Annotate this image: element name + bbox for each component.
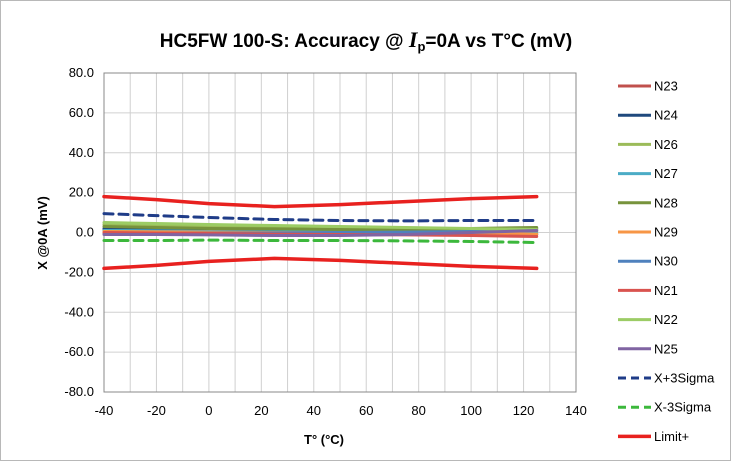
x-tick-label: 100 — [460, 403, 482, 418]
legend-label: X+3Sigma — [654, 371, 715, 386]
y-tick-label: 80.0 — [69, 65, 94, 80]
y-tick-label: -40.0 — [64, 304, 94, 319]
legend-label: N22 — [654, 312, 678, 327]
y-axis-ticks: 80.0 60.0 40.0 20.0 0.0 -20.0 -40.0 -60.0 -80.0 — [64, 65, 94, 399]
x-tick-label: 80 — [411, 403, 425, 418]
y-axis-title: X @0A (mV) — [35, 196, 50, 270]
series-line-n25 — [102, 229, 539, 237]
x-tick-label: -20 — [147, 403, 166, 418]
legend-label: N23 — [654, 79, 678, 94]
y-tick-label: -80.0 — [64, 384, 94, 399]
x-tick-label: 40 — [307, 403, 321, 418]
chart-title-symbol: I — [408, 27, 419, 52]
legend-label: N28 — [654, 195, 678, 210]
y-tick-label: 0.0 — [76, 225, 94, 240]
series-layer — [102, 194, 539, 271]
x-axis-title: T° (°C) — [304, 432, 344, 447]
y-tick-label: 60.0 — [69, 105, 94, 120]
legend-label: N26 — [654, 137, 678, 152]
legend-label: N21 — [654, 283, 678, 298]
series-line-x-3sigma — [102, 238, 539, 244]
series-line-limit- — [102, 194, 539, 209]
legend: N23 N24 N26 N27 N28 N29 N30 N21 N22 N25 X+3Sigma X-… — [618, 79, 715, 444]
x-tick-label: 0 — [205, 403, 212, 418]
chart-title-prefix: HC5FW 100-S: Accuracy @ — [160, 31, 409, 52]
y-tick-label: -60.0 — [64, 344, 94, 359]
series-line-n22 — [102, 221, 539, 231]
x-tick-label: 20 — [254, 403, 268, 418]
legend-label: N30 — [654, 254, 678, 269]
legend-label: N29 — [654, 225, 678, 240]
chart-title-suffix: =0A vs T°C (mV) — [425, 31, 572, 52]
y-tick-label: -20.0 — [64, 264, 94, 279]
y-tick-label: 40.0 — [69, 145, 94, 160]
x-tick-label: 120 — [513, 403, 535, 418]
x-axis-ticks: -40 -20 0 20 40 60 80 100 120 140 — [95, 403, 587, 418]
x-tick-label: 140 — [565, 403, 587, 418]
x-tick-label: -40 — [95, 403, 114, 418]
legend-label: Limit+ — [654, 429, 689, 444]
legend-label: N27 — [654, 166, 678, 181]
chart-title: HC5FW 100-S: Accuracy @ Ip=0A vs T°C (mV… — [160, 27, 572, 54]
y-tick-label: 20.0 — [69, 185, 94, 200]
legend-label: N25 — [654, 341, 678, 356]
legend-label: N24 — [654, 108, 678, 123]
legend-label: X-3Sigma — [654, 400, 712, 415]
series-line-x-3sigma — [102, 212, 539, 223]
series-line-limit-minus — [102, 256, 539, 271]
x-tick-label: 60 — [359, 403, 373, 418]
chart-title-subscript: p — [417, 39, 425, 54]
